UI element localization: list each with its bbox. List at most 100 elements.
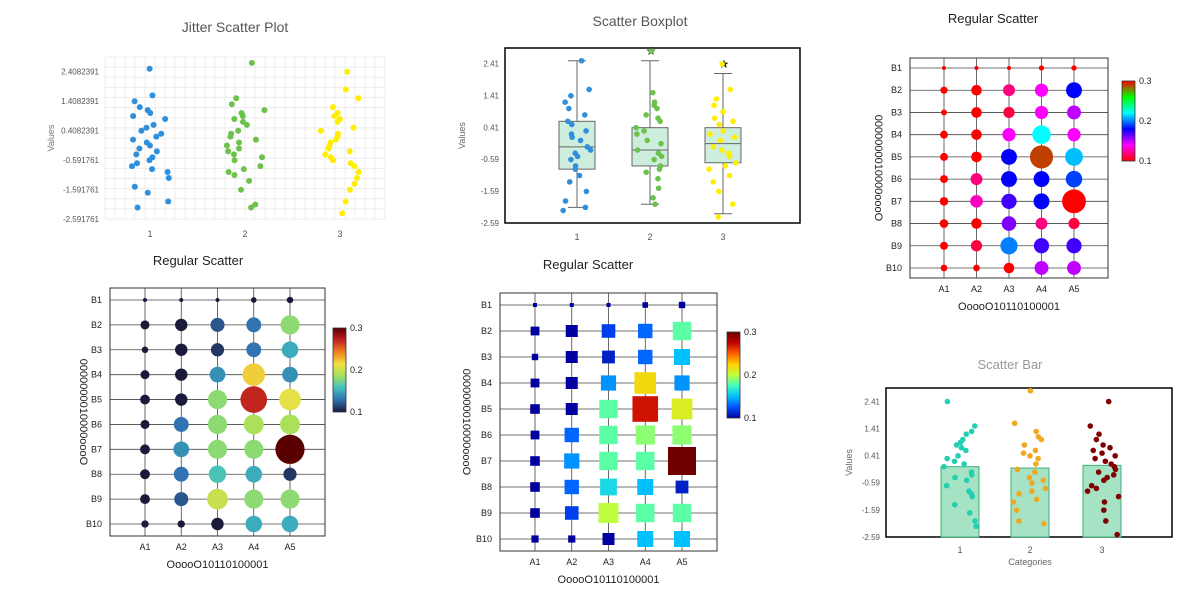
colorbar xyxy=(1121,80,1136,162)
data-marker xyxy=(940,175,948,184)
data-point xyxy=(1029,480,1035,486)
data-marker xyxy=(141,520,149,528)
y-tick-label: B7 xyxy=(91,444,102,454)
y-tick-label: B2 xyxy=(891,85,902,95)
data-marker xyxy=(174,492,189,507)
data-marker xyxy=(1001,193,1017,209)
y-tick-label: 2.41 xyxy=(483,60,499,69)
data-point xyxy=(342,198,349,205)
data-marker xyxy=(281,341,299,359)
data-point xyxy=(655,175,661,182)
x-tick-label: A5 xyxy=(284,542,295,552)
data-point xyxy=(1027,453,1033,459)
data-marker xyxy=(940,86,948,94)
y-tick-label: B3 xyxy=(91,345,102,355)
data-marker xyxy=(1034,105,1049,120)
y-tick-label: B4 xyxy=(91,370,102,380)
data-point xyxy=(165,198,172,205)
y-tick-label: 0.41 xyxy=(483,123,499,132)
data-point xyxy=(149,166,156,173)
data-point xyxy=(332,136,339,143)
data-point xyxy=(957,439,964,446)
data-point xyxy=(731,134,738,141)
y-axis-label: Values xyxy=(457,122,467,149)
data-point xyxy=(1101,499,1108,505)
y-tick-label: B7 xyxy=(481,456,492,466)
data-point xyxy=(958,444,965,451)
data-point xyxy=(149,92,156,99)
data-marker xyxy=(177,520,185,528)
x-tick-label: A1 xyxy=(139,542,150,552)
data-marker xyxy=(280,315,300,335)
data-point xyxy=(355,169,362,176)
y-tick-label: B5 xyxy=(91,395,102,405)
data-point xyxy=(1096,431,1102,437)
data-point xyxy=(569,121,575,128)
data-marker xyxy=(1003,262,1015,274)
data-marker xyxy=(1003,84,1015,97)
data-point xyxy=(650,89,656,96)
data-marker xyxy=(207,439,228,459)
data-marker xyxy=(970,195,983,208)
y-tick-label: B1 xyxy=(481,300,492,310)
data-point xyxy=(726,153,733,160)
data-point xyxy=(586,86,592,93)
regular-scatter-mid-panel: Regular Scatter A1 A2 A3 A4 A5 B1 B2 B3 B4 B5 B6 B7 B… xyxy=(455,255,775,600)
data-marker xyxy=(565,377,578,389)
data-point xyxy=(165,174,172,181)
data-point xyxy=(583,188,590,195)
data-point xyxy=(572,166,579,172)
data-point xyxy=(130,136,137,143)
data-point xyxy=(153,133,160,140)
data-point xyxy=(581,112,588,118)
data-marker xyxy=(140,419,150,429)
data-point xyxy=(350,124,357,131)
data-marker xyxy=(215,298,220,302)
data-marker xyxy=(672,321,692,341)
data-point xyxy=(1084,488,1091,494)
data-marker xyxy=(530,508,540,518)
y-tick-label: B6 xyxy=(481,430,492,440)
data-marker xyxy=(246,342,262,358)
data-marker xyxy=(565,351,578,363)
data-point xyxy=(706,166,712,172)
data-point xyxy=(1014,466,1021,473)
data-point xyxy=(1112,466,1119,473)
data-point xyxy=(231,171,238,178)
data-marker xyxy=(636,451,655,471)
data-point xyxy=(572,150,579,156)
data-point xyxy=(1112,453,1118,459)
data-marker xyxy=(1001,171,1017,188)
colorbar-tick-label: 0.3 xyxy=(350,323,363,333)
data-marker xyxy=(600,375,617,391)
data-marker xyxy=(564,479,579,495)
data-point xyxy=(329,157,336,164)
data-marker xyxy=(280,414,300,435)
data-marker xyxy=(642,302,649,308)
data-marker xyxy=(208,465,227,483)
data-marker xyxy=(678,301,686,309)
x-tick-label: 3 xyxy=(720,232,725,242)
data-point xyxy=(568,131,575,137)
y-tick-label: 0.4082391 xyxy=(61,127,99,136)
y-tick-label: B7 xyxy=(891,196,902,206)
data-point xyxy=(730,118,736,125)
data-marker xyxy=(565,325,578,337)
data-point xyxy=(1114,531,1120,538)
data-point xyxy=(711,115,718,121)
data-point xyxy=(562,99,568,105)
data-point xyxy=(143,124,150,131)
data-marker xyxy=(939,219,949,228)
data-point xyxy=(963,477,970,484)
x-tick-label: A1 xyxy=(938,284,949,294)
data-point xyxy=(560,207,566,214)
data-marker xyxy=(973,264,980,272)
data-marker xyxy=(1001,216,1017,231)
data-point xyxy=(634,147,641,153)
data-point xyxy=(144,189,151,196)
y-tick-label: -1.59 xyxy=(481,187,500,196)
data-marker xyxy=(940,130,948,139)
x-axis-label: OoooO10110100001 xyxy=(167,559,269,571)
y-tick-label: -1.59 xyxy=(862,506,881,515)
data-marker xyxy=(209,366,226,383)
